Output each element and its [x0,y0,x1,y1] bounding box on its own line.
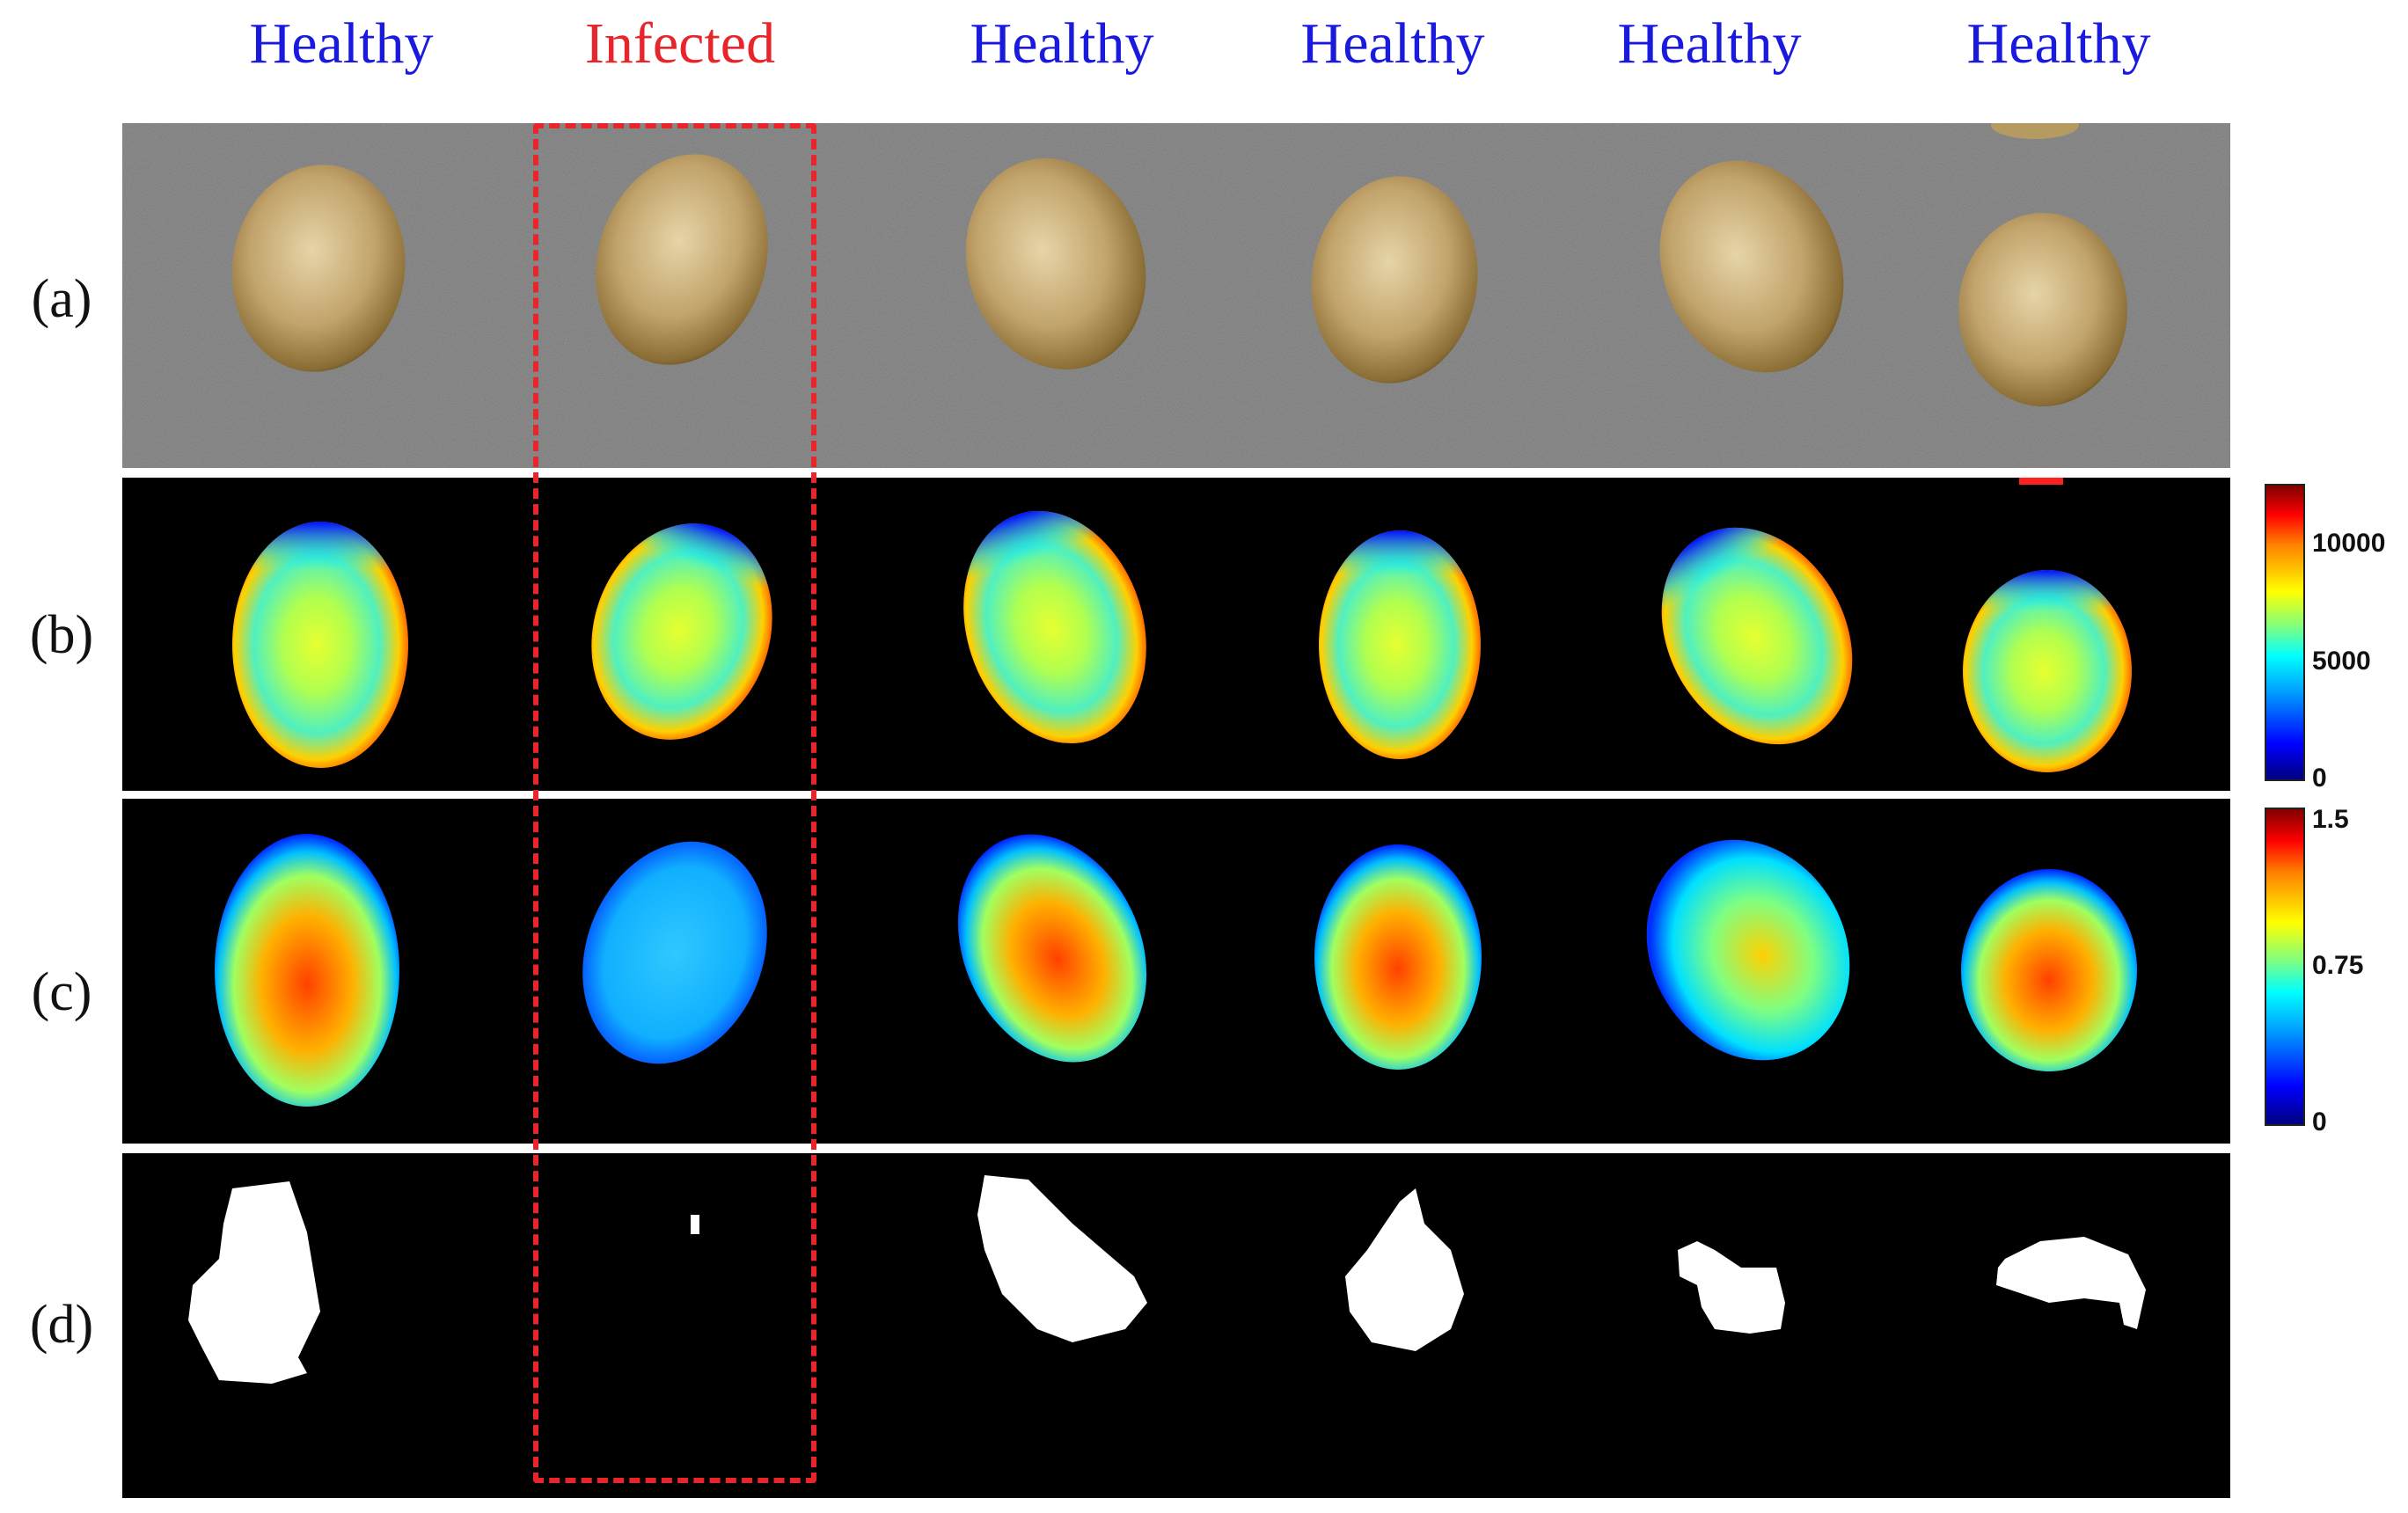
column-header-5: Healthy [1617,11,1802,76]
seed-5-ratio [1646,839,1850,1061]
seed-5-mask [1678,1241,1785,1334]
column-header-3: Healthy [970,11,1154,76]
panel-binary-mask [122,1153,2230,1498]
colorbar-intensity-max-label: 10000 [2312,529,2386,558]
row-label-d: (d) [29,1295,94,1355]
seed-6-mask [1996,1237,2146,1329]
seed-3-ratio [957,834,1147,1063]
seed-3-photo [965,157,1146,370]
column-header-4: Healthy [1300,11,1485,76]
seed-binary-masks [188,1175,2146,1384]
seed-4-photo [1311,176,1478,384]
seed-6-ratio [1961,869,2137,1071]
colorbar-intensity-min-label: 0 [2312,764,2327,793]
seed-intensity-maps [232,478,2132,772]
seed-4-mask [1345,1188,1464,1351]
binary-mask-image [188,1175,2146,1384]
colorbar-ratio-mid-label: 0.75 [2312,951,2364,980]
seed-photos [231,123,2127,406]
row-label-a: (a) [31,269,92,329]
seed-7-intensity-fragment [2019,478,2063,485]
seed-2-photo [596,154,768,365]
ratio-map-image [215,834,2137,1107]
seed-2-mask [691,1215,699,1234]
seed-4-ratio [1314,844,1482,1070]
colorbar-ratio [2265,808,2305,1126]
intensity-map-image [232,478,2132,772]
panel-intensity-map [122,478,2230,791]
row-label-b: (b) [29,605,94,665]
seed-1-ratio [215,834,399,1107]
rgb-photo-image [122,123,2230,468]
colorbar-intensity-mid-label: 5000 [2312,647,2371,676]
colorbar-intensity [2265,484,2305,781]
column-header-6: Healthy [1966,11,2151,76]
seed-1-photo [231,164,406,372]
seed-5-photo [1659,160,1844,373]
row-label-c: (c) [31,962,92,1022]
column-header-2: Infected [584,11,776,76]
seed-2-ratio [582,841,767,1064]
seed-1-mask [188,1181,320,1384]
colorbar-ratio-max-label: 1.5 [2312,805,2349,834]
panel-rgb-photo [122,123,2230,468]
seed-7-photo-partial [1991,123,2079,139]
seed-3-mask [977,1175,1147,1342]
colorbar-ratio-min-label: 0 [2312,1107,2327,1137]
panel-ratio-map [122,799,2230,1144]
column-header-1: Healthy [249,11,434,76]
seed-6-photo [1958,213,2127,406]
seed-ratio-maps [215,834,2137,1107]
